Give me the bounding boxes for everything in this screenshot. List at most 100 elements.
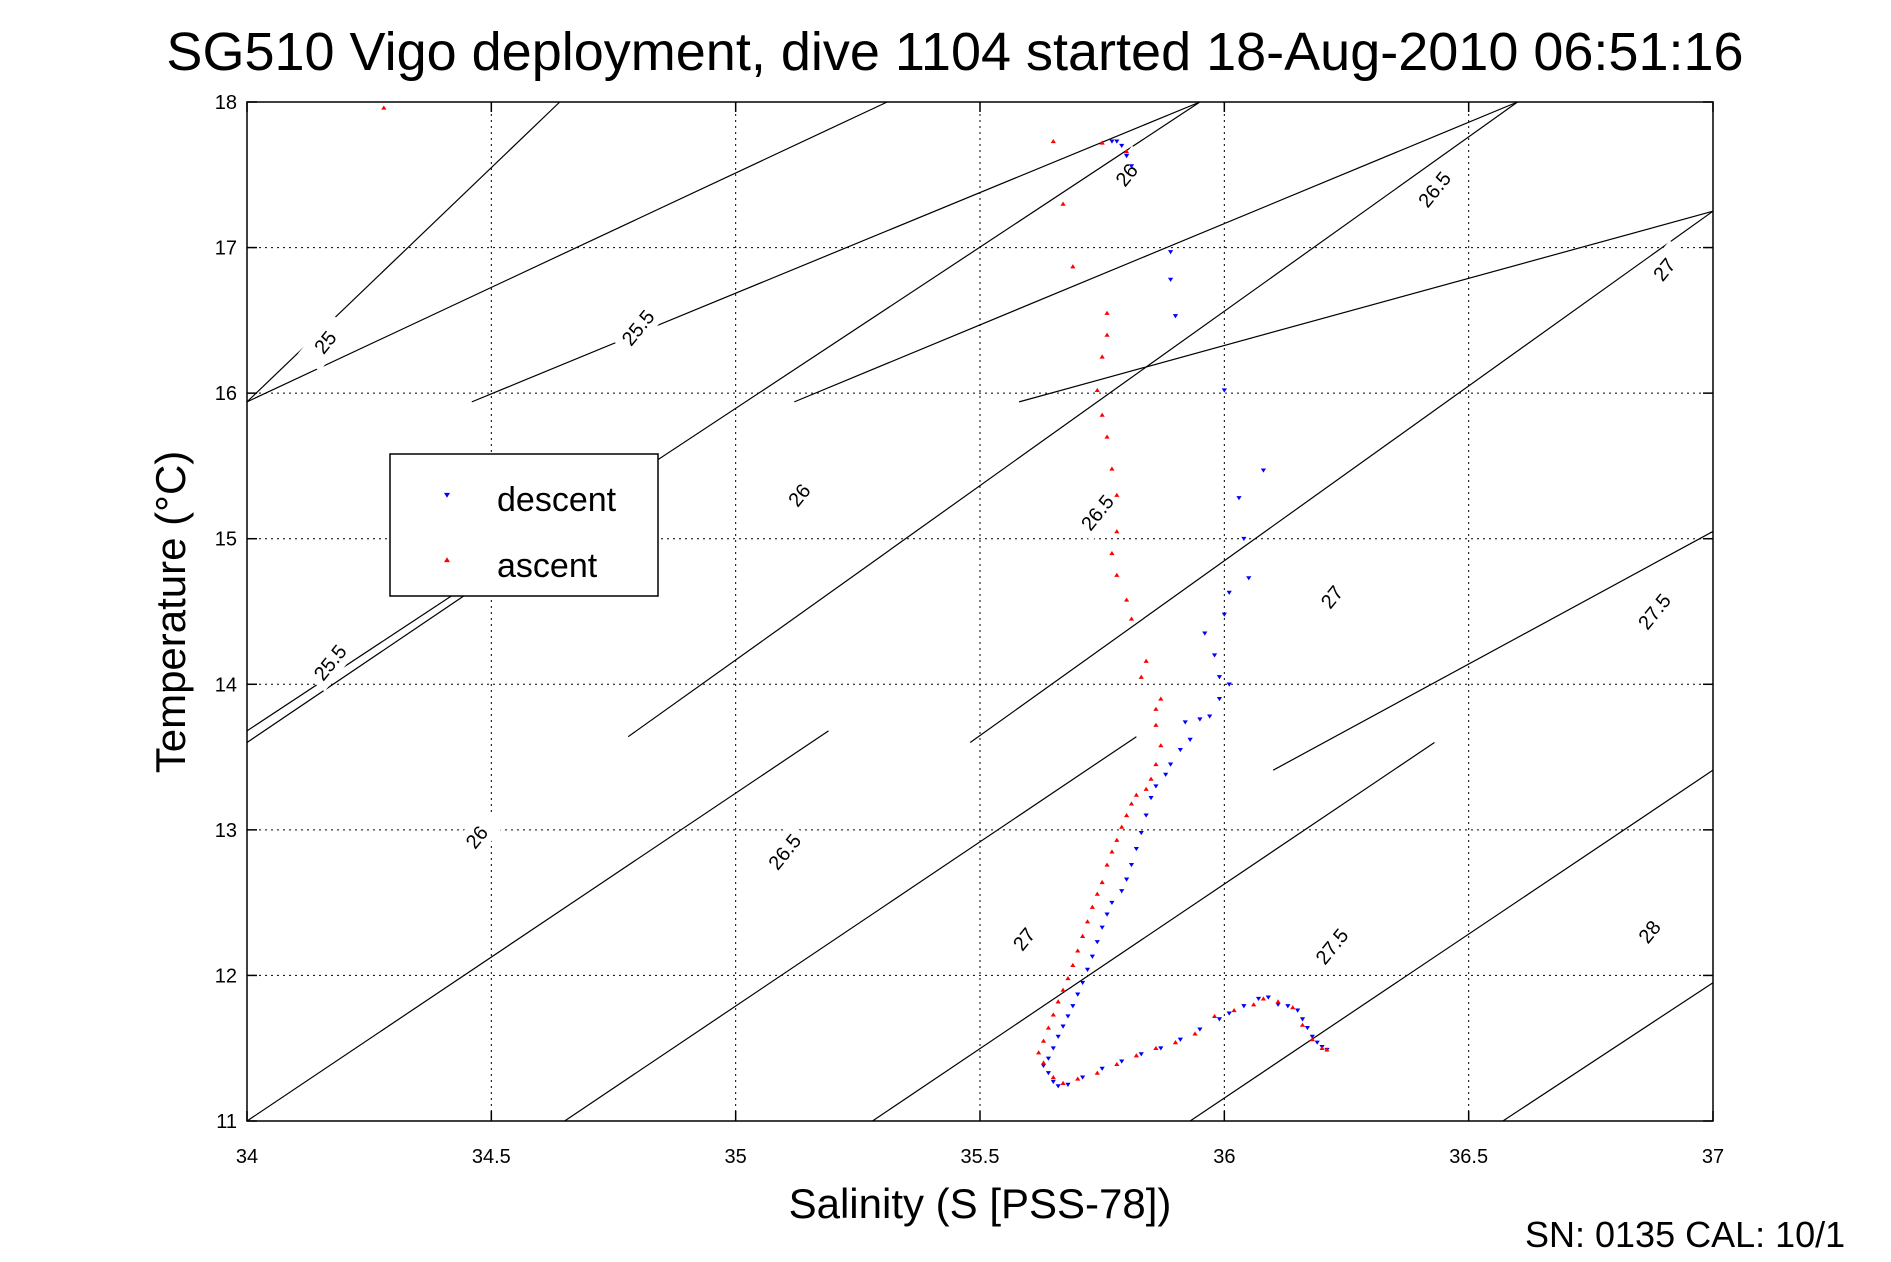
ascent-point <box>1080 933 1086 938</box>
descent-point <box>1124 877 1130 882</box>
descent-point <box>1040 1063 1047 1069</box>
descent-point <box>1255 996 1262 1002</box>
descent-point <box>1045 1056 1052 1061</box>
ascent-point <box>1133 1053 1139 1058</box>
ascent-point <box>1099 140 1105 145</box>
ascent-point <box>1050 138 1056 144</box>
ascent-point <box>1114 572 1120 577</box>
descent-point <box>1163 772 1169 777</box>
descent-point <box>1197 717 1203 722</box>
x-tick-label: 35.5 <box>961 1146 1000 1168</box>
contour-label-background <box>771 466 827 525</box>
descent-point <box>1055 1084 1061 1089</box>
ascent-point <box>1114 837 1120 842</box>
ascent-point <box>1158 696 1164 701</box>
x-tick-label: 37 <box>1702 1146 1724 1168</box>
legend-ascent-marker <box>444 557 450 563</box>
ascent-point <box>381 105 387 110</box>
descent-point <box>1275 1002 1281 1007</box>
contour-line-26-5 <box>794 101 1518 403</box>
ascent-point <box>1099 354 1105 359</box>
descent-point <box>1221 612 1227 617</box>
descent-point <box>1197 1027 1203 1032</box>
ascent-point <box>1075 948 1081 953</box>
descent-point <box>1285 1004 1291 1009</box>
x-tick-label: 36 <box>1213 1146 1235 1168</box>
ascent-point <box>1119 824 1125 829</box>
descent-point <box>1309 1034 1315 1039</box>
contour-line-27 <box>872 742 1435 1122</box>
y-tick-label: 11 <box>216 1111 237 1133</box>
ascent-point <box>1153 706 1159 711</box>
descent-point <box>1109 900 1115 905</box>
ascent-point <box>1075 1076 1081 1081</box>
descent-point <box>1050 1079 1056 1085</box>
x-axis-label: Salinity (S [PSS-78]) <box>789 1180 1172 1227</box>
y-tick-label: 16 <box>215 383 237 405</box>
legend-descent-label: descent <box>497 481 617 519</box>
chart-title: SG510 Vigo deployment, dive 1104 started… <box>166 22 1743 82</box>
ascent-point <box>1094 1070 1100 1075</box>
descent-point <box>1153 784 1159 789</box>
ascent-point <box>1036 1050 1042 1055</box>
descent-point <box>1138 1052 1144 1057</box>
descent-point <box>1158 1046 1164 1051</box>
descent-point <box>1216 675 1223 680</box>
ascent-point <box>1055 999 1061 1004</box>
descent-point <box>1109 139 1115 144</box>
descent-point <box>1128 164 1135 169</box>
contour-line-27 <box>969 210 1714 744</box>
contour-line-27 <box>1018 210 1714 403</box>
descent-point <box>1295 1008 1301 1013</box>
descent-point <box>1241 1004 1247 1009</box>
contour-labels: 25 25.525.526262626.526.526.527272727.527… <box>297 145 1692 976</box>
descent-point <box>1104 912 1110 917</box>
contour-label-background <box>297 313 353 372</box>
y-tick-label: 14 <box>215 674 237 696</box>
contour-label-background <box>610 298 666 357</box>
ascent-point <box>1143 786 1149 791</box>
descent-point <box>1124 154 1130 159</box>
ascent-point <box>1104 332 1110 337</box>
ascent-point <box>1109 849 1115 854</box>
ascent-point <box>1324 1047 1330 1052</box>
ascent-point <box>1089 904 1095 909</box>
ascent-point <box>1109 466 1115 471</box>
ascent-point <box>1045 1025 1052 1030</box>
descent-point <box>1070 1004 1076 1009</box>
contour-label-background <box>302 633 358 692</box>
ascent-point <box>1158 743 1164 748</box>
ascent-point <box>1050 1012 1056 1017</box>
contour-line-26 <box>471 101 1201 403</box>
contour-line-26-5 <box>564 736 1137 1122</box>
descent-point <box>1094 940 1100 945</box>
contour-line-27-5 <box>1189 769 1714 1122</box>
x-tick-label: 35 <box>725 1146 747 1168</box>
descent-point <box>1128 862 1135 868</box>
calibration-footer: SN: 0135 CAL: 10/1 <box>1525 1214 1845 1255</box>
ascent-point <box>1050 1074 1056 1080</box>
descent-point <box>1260 468 1267 473</box>
ascent-point <box>1319 1045 1325 1051</box>
contour-line-28 <box>1502 982 1714 1122</box>
contour-label-background <box>1636 240 1692 299</box>
ascent-point <box>1128 801 1135 806</box>
descent-point <box>1207 714 1213 719</box>
contour-label-background <box>1407 160 1462 219</box>
y-tick-label: 18 <box>215 92 237 114</box>
ascent-point <box>1114 529 1120 534</box>
ascent-point <box>1084 919 1091 924</box>
ascent-point <box>1099 879 1105 885</box>
contour-line-26 <box>246 730 829 1122</box>
ascent-point <box>1231 1008 1237 1013</box>
ascent-point <box>1065 976 1071 981</box>
descent-point <box>1177 747 1183 753</box>
ascent-point <box>1128 616 1135 621</box>
descent-point <box>1216 697 1223 702</box>
descent-point <box>1177 1037 1183 1042</box>
ascent-point <box>1124 812 1130 818</box>
ascent-point <box>1251 1002 1257 1007</box>
data-points <box>381 105 1330 1089</box>
descent-point <box>1055 1034 1061 1039</box>
